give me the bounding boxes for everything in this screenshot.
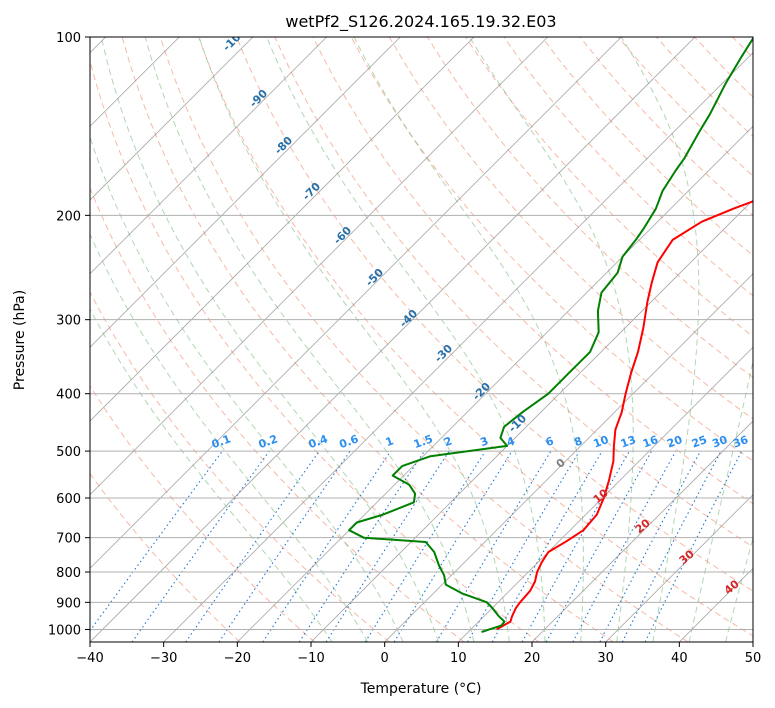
mixing-ratio-line xyxy=(435,450,552,642)
x-tick-label: −10 xyxy=(297,651,324,666)
dry-adiabat-line xyxy=(426,37,753,378)
mixing-ratio-line xyxy=(467,450,580,642)
isotherm-line xyxy=(531,420,753,642)
mixing-ratio-label: 0.4 xyxy=(307,432,330,451)
isotherm-line xyxy=(163,52,753,642)
mixing-ratio-label: 10 xyxy=(592,433,611,451)
dry-adiabat-line xyxy=(90,186,465,642)
axes: −40 −30 −20 −10 0 10 20 30 40 5010020030040050060… xyxy=(48,31,761,666)
isotherm-line xyxy=(90,37,475,422)
plot-frame xyxy=(89,36,754,643)
dry-adiabat-line xyxy=(388,37,753,420)
y-tick-label: 300 xyxy=(56,314,81,329)
temperature-profile-line xyxy=(496,200,753,631)
dewpoint-profile-line xyxy=(348,37,753,633)
isotherm-line xyxy=(384,273,753,642)
x-tick-label: 30 xyxy=(597,651,614,666)
x-tick-label: −30 xyxy=(150,651,177,666)
moist-adiabat-line xyxy=(90,135,404,642)
x-tick-label: 20 xyxy=(524,651,541,666)
dry-adiabat-line xyxy=(90,384,316,642)
mixing-ratio-line xyxy=(218,450,351,642)
moist-adiabat-line xyxy=(266,37,546,642)
mixing-ratio-label: 6 xyxy=(544,434,556,449)
x-tick-label: −40 xyxy=(76,651,103,666)
mixing-ratio-label: 20 xyxy=(665,433,684,451)
mixing-ratio-line xyxy=(262,450,392,642)
dry-adiabat-line xyxy=(465,37,753,338)
mixing-ratio-label: 4 xyxy=(505,434,517,449)
moist-adiabat-line xyxy=(353,37,584,642)
mixing-ratio-label: 13 xyxy=(619,433,638,450)
mixing-ratio-label: 3 xyxy=(478,434,490,449)
mixing-ratio-label: 36 xyxy=(731,433,750,451)
isotherm-line xyxy=(90,37,696,642)
mixing-ratio-line xyxy=(572,450,677,642)
x-tick-label: 40 xyxy=(671,651,688,666)
moist-adiabat-line xyxy=(198,37,510,642)
mixing-ratio-label: 0.1 xyxy=(210,432,233,451)
mixing-ratio-line xyxy=(364,450,486,642)
mixing-ratio-label: 1 xyxy=(384,434,396,449)
x-tick-label: 10 xyxy=(450,651,467,666)
dry-adiabat-line xyxy=(159,37,689,642)
mixing-ratio-line xyxy=(599,450,701,642)
y-tick-label: 400 xyxy=(56,388,81,403)
dry-adiabat-line xyxy=(121,37,614,642)
y-tick-label: 100 xyxy=(56,31,81,46)
dry-adiabat-line xyxy=(350,37,753,462)
mixing-ratio-label: 1.5 xyxy=(412,432,435,451)
y-tick-label: 700 xyxy=(56,532,81,547)
mixing-ratio-line xyxy=(325,450,450,642)
isotherm-line xyxy=(237,125,753,642)
mixing-ratio-line xyxy=(298,450,425,642)
dry-adiabat-line xyxy=(503,37,753,297)
dry-adiabat-line xyxy=(236,37,753,592)
mixing-ratio-label: 0.2 xyxy=(257,432,280,451)
moist-adiabat-line xyxy=(90,232,369,642)
mixing-ratio-label: 25 xyxy=(690,433,709,450)
y-tick-label: 900 xyxy=(56,596,81,611)
dry-adiabat-line xyxy=(274,37,753,548)
moist-adiabat-line xyxy=(688,358,753,642)
x-tick-label: 50 xyxy=(745,651,762,666)
mixing-ratio-label: 2 xyxy=(442,434,454,449)
y-axis-label: Pressure (hPa) xyxy=(12,290,28,390)
isotherm-line xyxy=(605,494,753,642)
x-tick-label: 0 xyxy=(381,651,389,666)
y-tick-label: 200 xyxy=(56,209,81,224)
dry-adiabat-line xyxy=(90,291,390,642)
y-tick-label: 600 xyxy=(56,492,81,507)
isotherm-line xyxy=(90,37,254,201)
moist-adiabat-line xyxy=(100,37,439,642)
mixing-ratio-line xyxy=(185,450,320,642)
mixing-ratio-label: 30 xyxy=(710,433,729,451)
isotherm-line xyxy=(90,37,401,348)
isotherm-line xyxy=(90,37,548,496)
isotherm-line xyxy=(90,37,327,275)
dry-adiabat-line xyxy=(312,37,753,505)
x-axis-label: Temperature (°C) xyxy=(360,681,482,697)
mixing-ratio-label: 8 xyxy=(572,434,584,449)
y-tick-label: 1000 xyxy=(48,623,81,638)
plot-area xyxy=(90,37,753,642)
dry-adiabat-line xyxy=(90,472,241,642)
y-tick-label: 500 xyxy=(56,445,81,460)
y-tick-label: 800 xyxy=(56,566,81,581)
chart-title: wetPf2_S126.2024.165.19.32.E03 xyxy=(285,12,556,32)
mixing-ratio-label: 0.6 xyxy=(338,432,361,451)
mixing-ratio-label: 16 xyxy=(641,433,660,451)
moist-adiabat-line xyxy=(144,37,475,642)
isotherm-line xyxy=(90,37,622,569)
x-tick-label: −20 xyxy=(224,651,251,666)
isotherm-line xyxy=(458,346,753,642)
moist-adiabat-line xyxy=(725,536,753,642)
moist-adiabat-line xyxy=(620,37,700,642)
moist-adiabat-line xyxy=(90,308,333,642)
